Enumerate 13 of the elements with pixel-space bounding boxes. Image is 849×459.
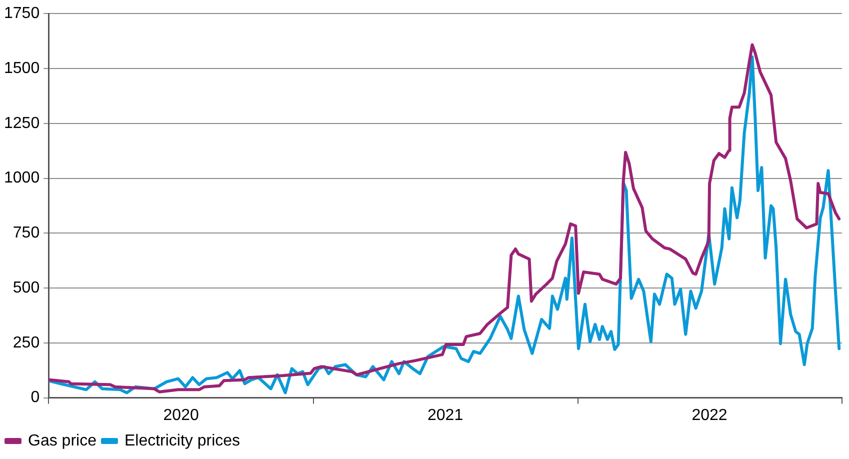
y-tick-label: 750 bbox=[12, 224, 40, 242]
y-tick-label: 1000 bbox=[4, 170, 40, 187]
y-tick-label: 1500 bbox=[4, 60, 40, 77]
legend-label: Electricity prices bbox=[124, 432, 240, 450]
y-tick-label: 1750 bbox=[4, 5, 40, 22]
y-tick-label: 250 bbox=[12, 334, 40, 352]
legend-label: Gas price bbox=[28, 432, 97, 450]
y-tick-label: 1250 bbox=[4, 114, 40, 132]
x-tick-label: 2020 bbox=[163, 406, 199, 424]
y-tick-label: 0 bbox=[30, 389, 40, 406]
x-tick-label: 2021 bbox=[428, 406, 464, 424]
x-tick-label: 2022 bbox=[692, 406, 728, 424]
y-tick-label: 500 bbox=[12, 279, 40, 296]
